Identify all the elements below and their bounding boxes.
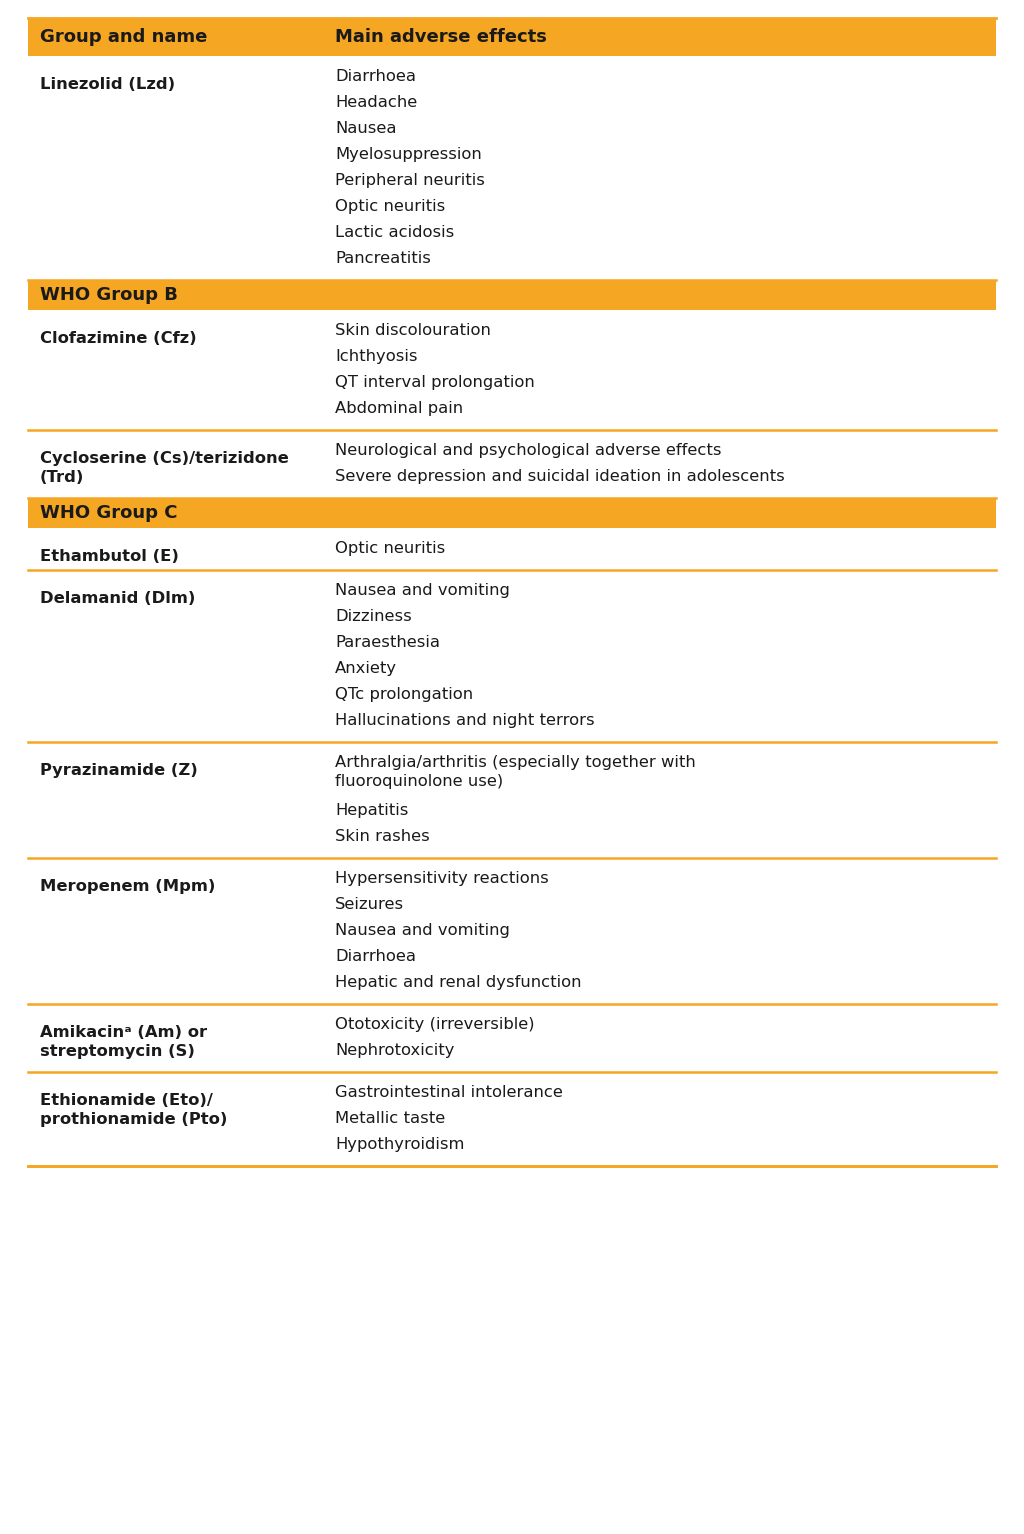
Text: Hepatic and renal dysfunction: Hepatic and renal dysfunction [335, 976, 582, 991]
Text: Diarrhoea: Diarrhoea [335, 950, 416, 965]
Text: WHO Group B: WHO Group B [40, 285, 178, 304]
Text: Lactic acidosis: Lactic acidosis [335, 225, 455, 241]
Text: Myelosuppression: Myelosuppression [335, 147, 482, 163]
Text: Meropenem (Mpm): Meropenem (Mpm) [40, 879, 215, 894]
Text: Paraesthesia: Paraesthesia [335, 635, 440, 650]
Text: Ototoxicity (irreversible): Ototoxicity (irreversible) [335, 1017, 535, 1032]
Text: Skin rashes: Skin rashes [335, 830, 430, 844]
Text: Pyrazinamide (Z): Pyrazinamide (Z) [40, 762, 198, 778]
Text: Anxiety: Anxiety [335, 661, 397, 676]
Bar [28, 1072, 996, 1166]
Text: Pancreatitis: Pancreatitis [335, 252, 431, 267]
Bar [28, 281, 996, 310]
Text: WHO Group C: WHO Group C [40, 505, 177, 522]
Text: QTc prolongation: QTc prolongation [335, 687, 473, 703]
Text: Skin discolouration: Skin discolouration [335, 324, 492, 339]
Bar [28, 571, 996, 742]
Text: Hallucinations and night terrors: Hallucinations and night terrors [335, 713, 595, 729]
Text: Nausea: Nausea [335, 121, 396, 137]
Text: Ichthyosis: Ichthyosis [335, 350, 418, 364]
Bar [28, 528, 996, 571]
Bar [28, 18, 996, 57]
Text: Optic neuritis: Optic neuritis [335, 542, 445, 557]
Text: Cycloserine (Cs)/terizidone
(Trd): Cycloserine (Cs)/terizidone (Trd) [40, 451, 289, 485]
Bar [28, 858, 996, 1003]
Text: Delamanid (Dlm): Delamanid (Dlm) [40, 591, 196, 606]
Text: Clofazimine (Cfz): Clofazimine (Cfz) [40, 331, 197, 347]
Text: Amikacinᵃ (Am) or
streptomycin (S): Amikacinᵃ (Am) or streptomycin (S) [40, 1025, 207, 1058]
Bar [28, 1003, 996, 1072]
Text: Hepatitis: Hepatitis [335, 804, 409, 818]
Text: Optic neuritis: Optic neuritis [335, 199, 445, 215]
Bar [28, 57, 996, 281]
Text: Nausea and vomiting: Nausea and vomiting [335, 583, 510, 598]
Text: Abdominal pain: Abdominal pain [335, 402, 464, 416]
Text: Seizures: Seizures [335, 897, 404, 913]
Text: Severe depression and suicidal ideation in adolescents: Severe depression and suicidal ideation … [335, 469, 785, 485]
Text: Neurological and psychological adverse effects: Neurological and psychological adverse e… [335, 443, 722, 459]
Text: Nausea and vomiting: Nausea and vomiting [335, 923, 510, 939]
Text: Hypothyroidism: Hypothyroidism [335, 1137, 465, 1152]
Text: Ethionamide (Eto)/
prothionamide (Pto): Ethionamide (Eto)/ prothionamide (Pto) [40, 1094, 227, 1126]
Text: Ethambutol (E): Ethambutol (E) [40, 549, 179, 565]
Text: Nephrotoxicity: Nephrotoxicity [335, 1043, 455, 1058]
Text: Main adverse effects: Main adverse effects [335, 28, 547, 46]
Text: Dizziness: Dizziness [335, 609, 412, 624]
Text: Peripheral neuritis: Peripheral neuritis [335, 173, 485, 189]
Text: QT interval prolongation: QT interval prolongation [335, 376, 535, 390]
Bar [28, 742, 996, 858]
Bar [28, 430, 996, 499]
Bar [28, 499, 996, 528]
Text: Gastrointestinal intolerance: Gastrointestinal intolerance [335, 1085, 563, 1100]
Bar [28, 310, 996, 430]
Text: Arthralgia/arthritis (especially together with
fluoroquinolone use): Arthralgia/arthritis (especially togethe… [335, 755, 696, 788]
Text: Headache: Headache [335, 95, 418, 110]
Text: Hypersensitivity reactions: Hypersensitivity reactions [335, 871, 549, 887]
Text: Diarrhoea: Diarrhoea [335, 69, 416, 84]
Text: Group and name: Group and name [40, 28, 208, 46]
Text: Metallic taste: Metallic taste [335, 1111, 445, 1126]
Text: Linezolid (Lzd): Linezolid (Lzd) [40, 77, 175, 92]
